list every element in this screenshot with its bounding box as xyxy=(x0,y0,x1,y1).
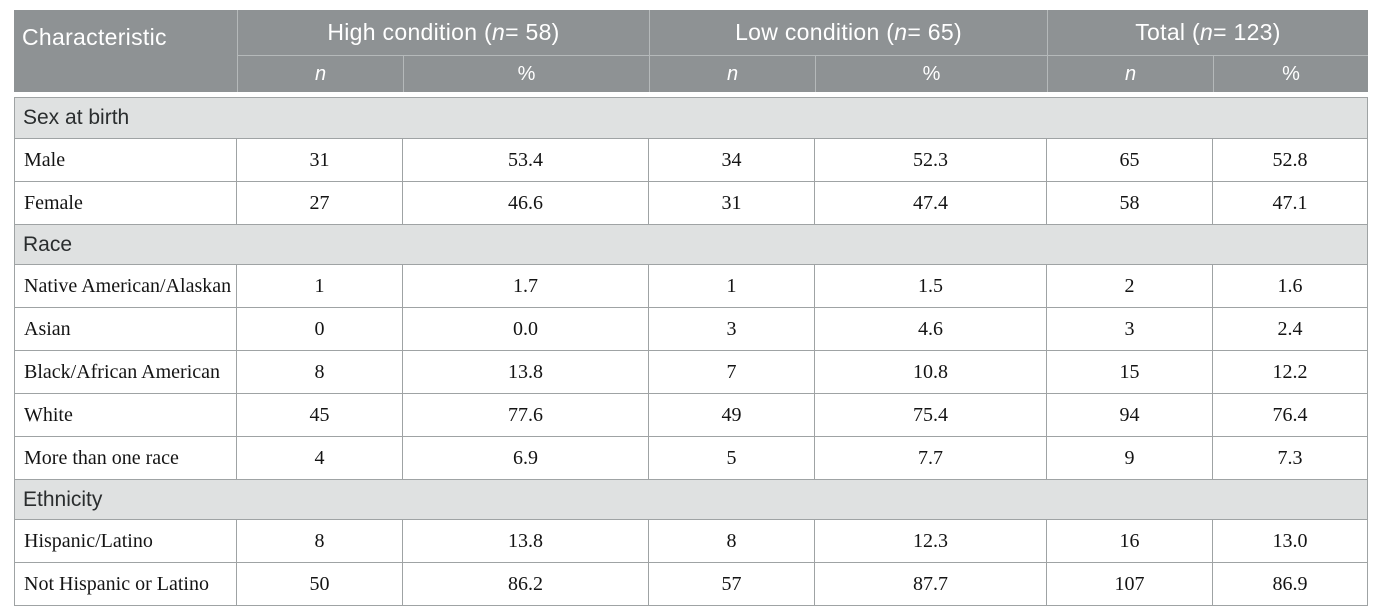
header-group-high-condition: High condition (n = 58) xyxy=(237,10,649,56)
table-row: White 45 77.6 49 75.4 94 76.4 xyxy=(15,393,1367,436)
table-row: Female 27 46.6 31 47.4 58 47.1 xyxy=(15,181,1367,224)
header-body-gap xyxy=(14,92,1368,97)
cell-pct-high: 1.7 xyxy=(402,265,648,307)
cell-n-high: 50 xyxy=(236,563,402,605)
cell-n-low: 1 xyxy=(648,265,814,307)
header-group-high-n-symbol: n xyxy=(491,19,506,45)
cell-pct-total: 13.0 xyxy=(1212,520,1367,562)
row-label: More than one race xyxy=(24,446,179,469)
cell-n-high: 1 xyxy=(236,265,402,307)
table-row: Hispanic/Latino 8 13.8 8 12.3 16 13.0 xyxy=(15,519,1367,562)
table-body: Sex at birth Male 31 53.4 34 52.3 65 52.… xyxy=(14,97,1368,606)
cell-n-total: 58 xyxy=(1046,182,1212,224)
row-label: Black/African American xyxy=(24,360,221,383)
cell-pct-high: 86.2 xyxy=(402,563,648,605)
table-row: Asian 0 0.0 3 4.6 3 2.4 xyxy=(15,307,1367,350)
cell-pct-low: 7.7 xyxy=(814,437,1046,479)
cell-pct-low: 75.4 xyxy=(814,394,1046,436)
cell-n-total: 15 xyxy=(1046,351,1212,393)
section-header-ethnicity: Ethnicity xyxy=(15,479,1367,519)
header-group-high-suffix: = 58) xyxy=(505,19,560,45)
cell-pct-total: 12.2 xyxy=(1212,351,1367,393)
cell-pct-total: 47.1 xyxy=(1212,182,1367,224)
cell-pct-total: 2.4 xyxy=(1212,308,1367,350)
header-group-total-n-symbol: n xyxy=(1199,19,1214,45)
cell-pct-total: 1.6 xyxy=(1212,265,1367,307)
cell-pct-total: 76.4 xyxy=(1212,394,1367,436)
header-group-total: Total (n = 123) xyxy=(1047,10,1368,56)
section-header-sex-at-birth: Sex at birth xyxy=(15,98,1367,138)
header-group-high-prefix: High condition ( xyxy=(327,19,492,45)
subheader-pct-high: % xyxy=(403,56,649,92)
header-characteristic: Characteristic xyxy=(22,23,167,50)
cell-n-high: 4 xyxy=(236,437,402,479)
section-header-race: Race xyxy=(15,224,1367,264)
cell-pct-low: 1.5 xyxy=(814,265,1046,307)
header-group-low-n-symbol: n xyxy=(894,19,908,45)
cell-pct-low: 4.6 xyxy=(814,308,1046,350)
cell-pct-high: 0.0 xyxy=(402,308,648,350)
cell-pct-low: 87.7 xyxy=(814,563,1046,605)
row-label: Male xyxy=(24,148,66,171)
cell-pct-high: 13.8 xyxy=(402,351,648,393)
cell-n-total: 2 xyxy=(1046,265,1212,307)
cell-n-high: 45 xyxy=(236,394,402,436)
cell-n-low: 31 xyxy=(648,182,814,224)
row-label: Female xyxy=(24,191,83,214)
row-label: Native American/Alaskan xyxy=(24,274,232,297)
header-group-low-prefix: Low condition ( xyxy=(735,19,895,45)
cell-n-high: 8 xyxy=(236,351,402,393)
cell-n-total: 107 xyxy=(1046,563,1212,605)
cell-pct-total: 86.9 xyxy=(1212,563,1367,605)
cell-pct-high: 13.8 xyxy=(402,520,648,562)
cell-n-low: 5 xyxy=(648,437,814,479)
cell-pct-high: 6.9 xyxy=(402,437,648,479)
cell-pct-total: 7.3 xyxy=(1212,437,1367,479)
row-label: Asian xyxy=(24,317,71,340)
cell-n-low: 34 xyxy=(648,139,814,181)
table-header: Characteristic High condition (n = 58) L… xyxy=(14,10,1368,92)
cell-pct-low: 47.4 xyxy=(814,182,1046,224)
cell-pct-high: 53.4 xyxy=(402,139,648,181)
cell-n-high: 31 xyxy=(236,139,402,181)
table-row: Native American/Alaskan 1 1.7 1 1.5 2 1.… xyxy=(15,264,1367,307)
cell-pct-high: 77.6 xyxy=(402,394,648,436)
subheader-pct-low: % xyxy=(815,56,1047,92)
table-row: Black/African American 8 13.8 7 10.8 15 … xyxy=(15,350,1367,393)
cell-n-total: 9 xyxy=(1046,437,1212,479)
header-group-total-suffix: = 123) xyxy=(1213,19,1281,45)
cell-n-low: 8 xyxy=(648,520,814,562)
cell-n-low: 57 xyxy=(648,563,814,605)
row-label: Hispanic/Latino xyxy=(24,529,153,552)
table-row: Male 31 53.4 34 52.3 65 52.8 xyxy=(15,138,1367,181)
cell-n-low: 49 xyxy=(648,394,814,436)
cell-n-high: 27 xyxy=(236,182,402,224)
table-row: Not Hispanic or Latino 50 86.2 57 87.7 1… xyxy=(15,562,1367,605)
subheader-n-high: n xyxy=(237,56,403,92)
row-label: White xyxy=(24,403,73,426)
cell-n-total: 65 xyxy=(1046,139,1212,181)
cell-n-high: 0 xyxy=(236,308,402,350)
demographics-table: Characteristic High condition (n = 58) L… xyxy=(14,10,1368,606)
cell-pct-high: 46.6 xyxy=(402,182,648,224)
cell-pct-total: 52.8 xyxy=(1212,139,1367,181)
header-group-low-suffix: = 65) xyxy=(907,19,962,45)
cell-n-total: 16 xyxy=(1046,520,1212,562)
subheader-n-total: n xyxy=(1047,56,1213,92)
header-group-low-condition: Low condition (n = 65) xyxy=(649,10,1047,56)
cell-pct-low: 12.3 xyxy=(814,520,1046,562)
row-label: Not Hispanic or Latino xyxy=(24,572,209,595)
subheader-n-low: n xyxy=(649,56,815,92)
cell-pct-low: 10.8 xyxy=(814,351,1046,393)
header-group-total-prefix: Total ( xyxy=(1135,19,1200,45)
cell-n-low: 7 xyxy=(648,351,814,393)
cell-n-high: 8 xyxy=(236,520,402,562)
cell-pct-low: 52.3 xyxy=(814,139,1046,181)
subheader-pct-total: % xyxy=(1213,56,1368,92)
cell-n-low: 3 xyxy=(648,308,814,350)
table-row: More than one race 4 6.9 5 7.7 9 7.3 xyxy=(15,436,1367,479)
cell-n-total: 94 xyxy=(1046,394,1212,436)
cell-n-total: 3 xyxy=(1046,308,1212,350)
